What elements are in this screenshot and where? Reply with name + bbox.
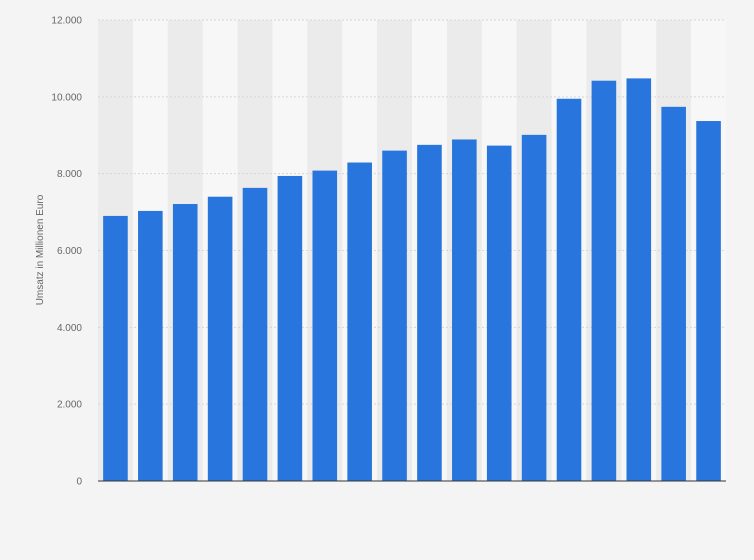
bar[interactable] <box>556 98 582 482</box>
bar[interactable] <box>382 150 407 481</box>
bar[interactable] <box>277 175 303 481</box>
bar[interactable] <box>207 196 233 481</box>
y-tick-label: 2.000 <box>57 400 82 411</box>
gridlines <box>98 19 726 405</box>
bar[interactable] <box>661 106 686 482</box>
bar[interactable] <box>242 187 268 481</box>
bar[interactable] <box>103 215 128 482</box>
bar[interactable] <box>138 210 163 481</box>
bars <box>103 78 721 482</box>
y-tick-label: 8.000 <box>57 169 82 180</box>
bar[interactable] <box>172 204 198 481</box>
bar[interactable] <box>452 139 477 481</box>
y-tick-label: 4.000 <box>57 323 82 334</box>
bar[interactable] <box>521 134 547 481</box>
y-axis-ticks: 0 2.000 4.000 6.000 8.000 10.000 12.000 <box>51 16 82 488</box>
bar[interactable] <box>626 78 652 481</box>
y-tick-label: 0 <box>76 477 82 488</box>
bar[interactable] <box>312 170 338 482</box>
y-axis-title: Umsatz in Millionen Euro <box>35 194 46 305</box>
y-tick-label: 6.000 <box>57 246 82 257</box>
bar[interactable] <box>347 162 372 482</box>
bar[interactable] <box>486 145 512 481</box>
y-tick-label: 12.000 <box>51 16 82 27</box>
bar[interactable] <box>417 144 442 481</box>
y-tick-label: 10.000 <box>51 92 82 103</box>
bar[interactable] <box>696 121 721 482</box>
bar[interactable] <box>591 80 617 481</box>
